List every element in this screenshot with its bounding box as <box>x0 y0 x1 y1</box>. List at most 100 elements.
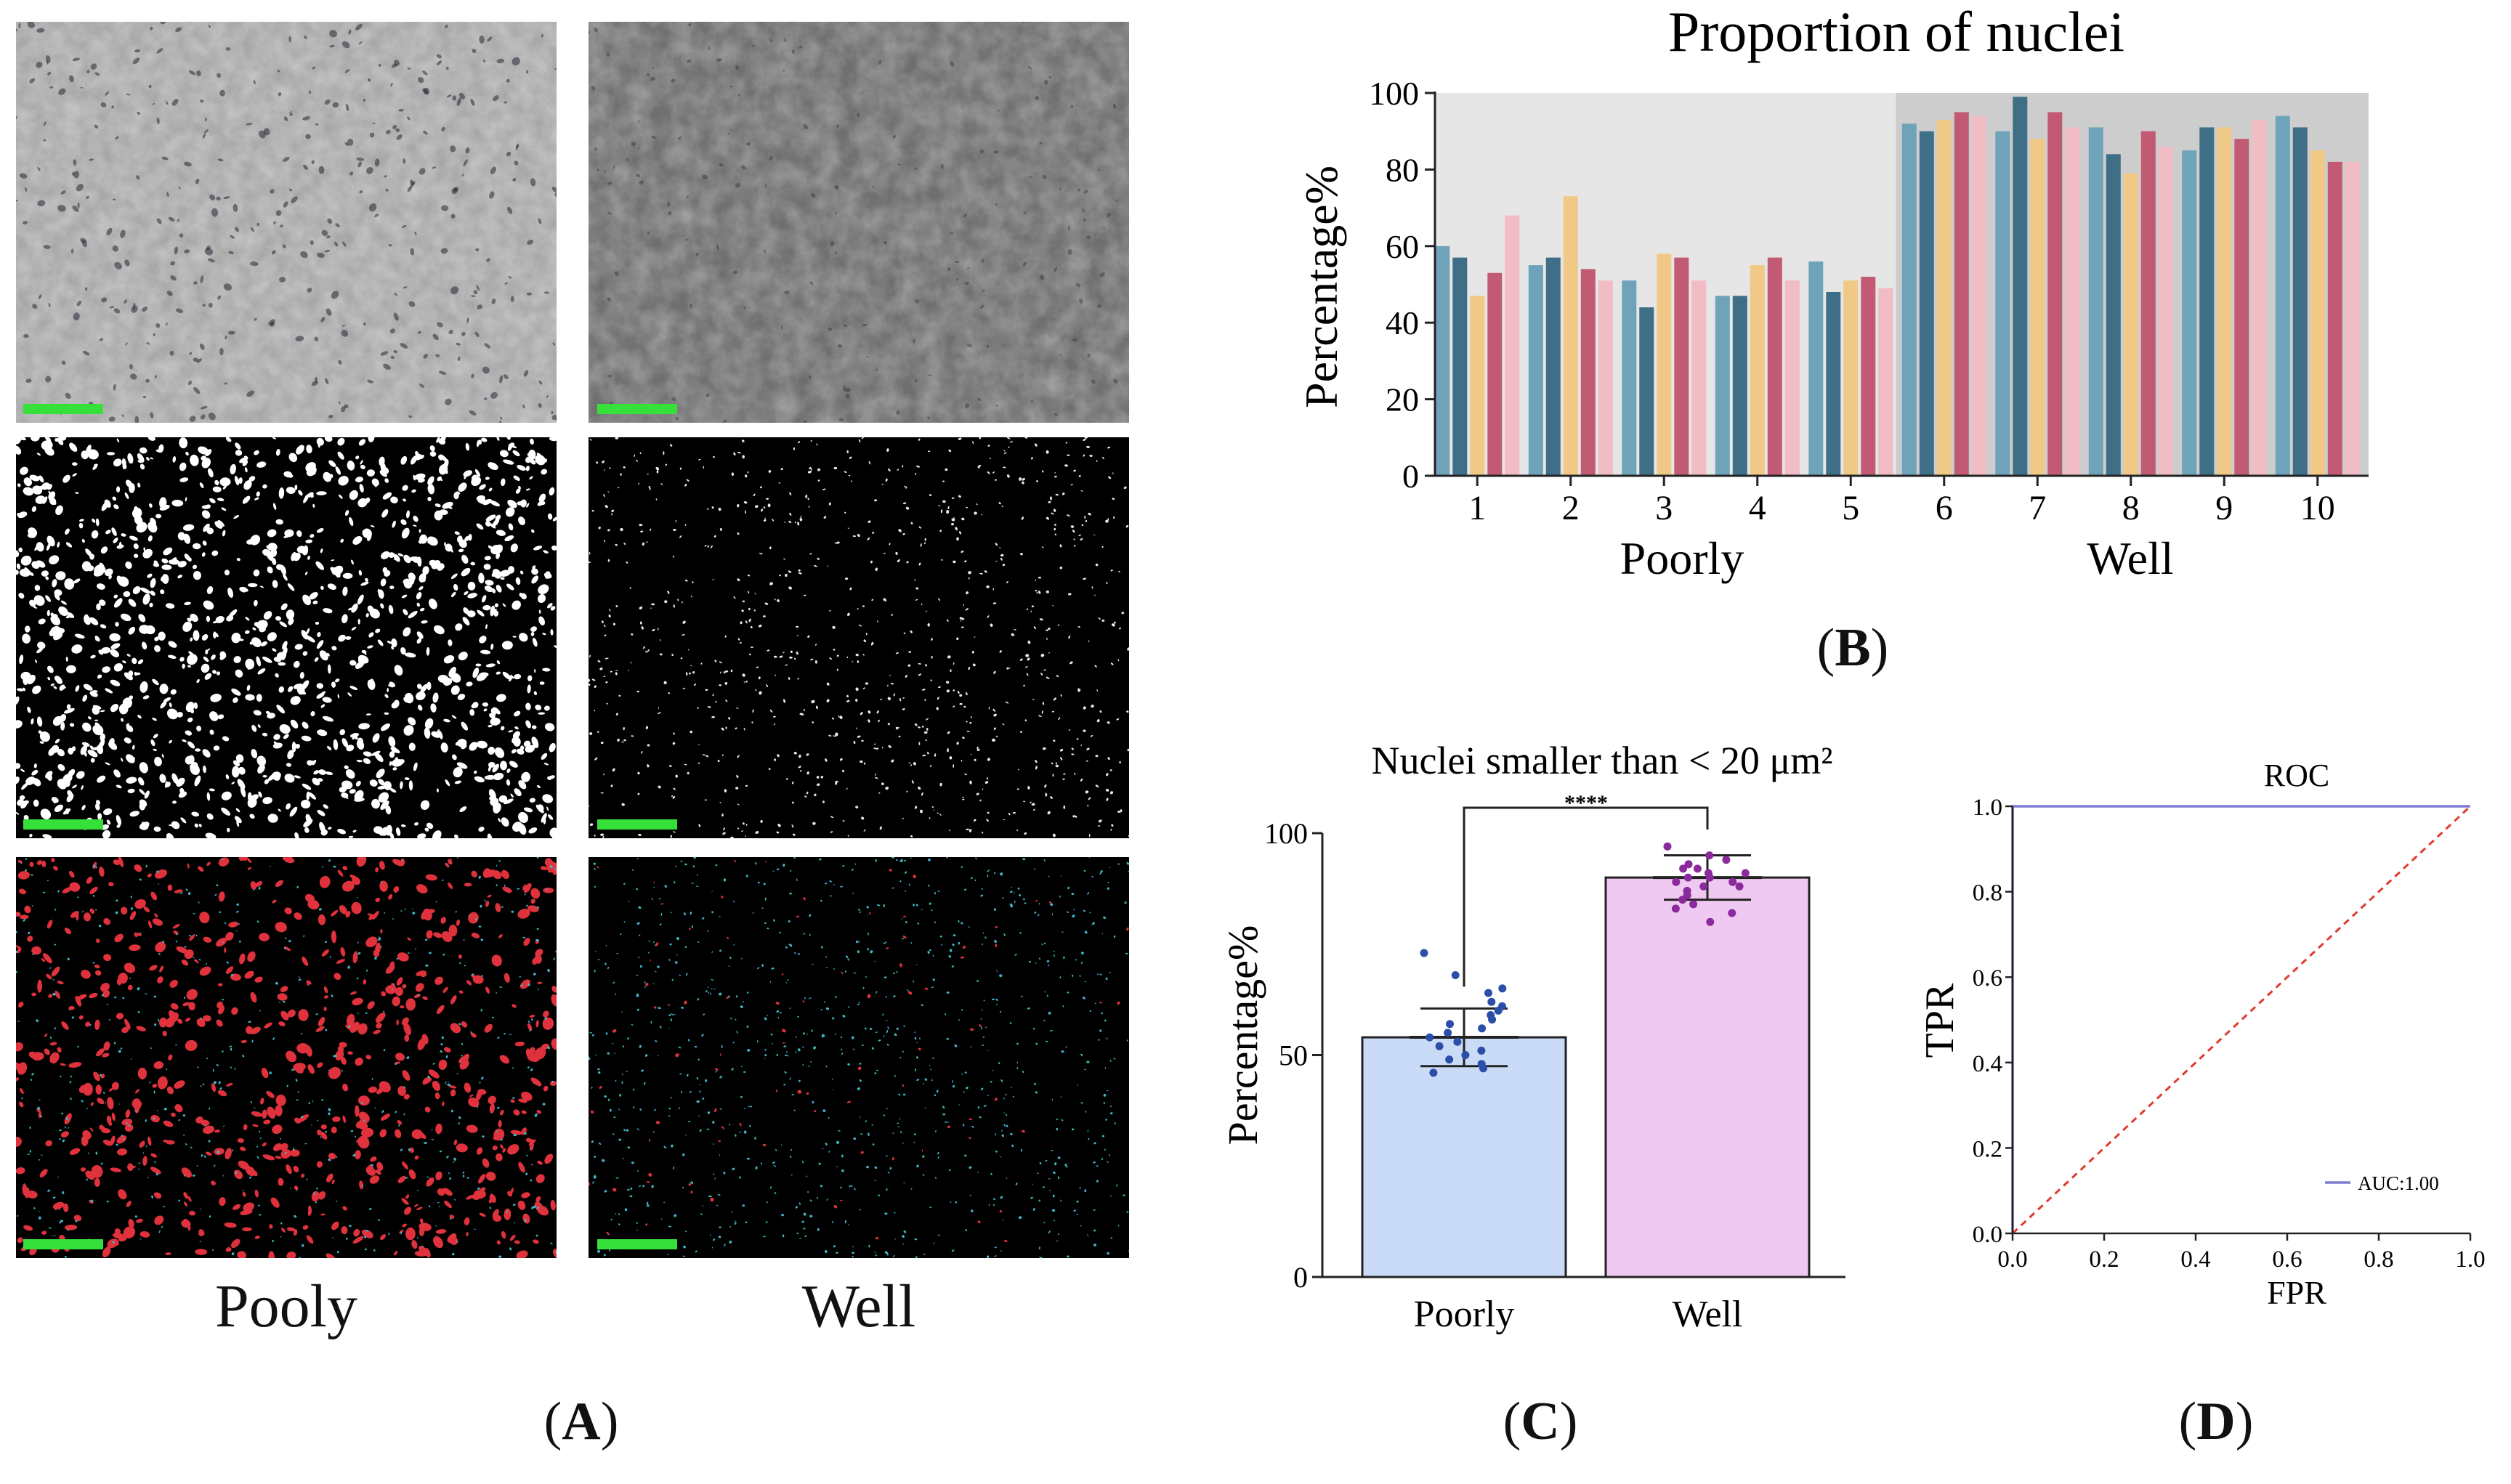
nucleus-blob <box>478 827 485 832</box>
nucleus-blob <box>82 350 90 356</box>
nucleus-blob <box>19 795 25 800</box>
nucleus-blob <box>541 33 543 38</box>
nucleus-blob <box>1044 784 1047 788</box>
nucleus-blob <box>113 1042 116 1045</box>
nucleus-blob <box>42 834 52 838</box>
nucleus-blob <box>194 775 201 787</box>
nucleus-blob <box>636 888 638 891</box>
nucleus-blob <box>347 461 355 471</box>
nucleus-blob <box>158 1230 161 1233</box>
nucleus-blob <box>527 983 530 986</box>
nucleus-blob <box>293 552 301 561</box>
nucleus-blob <box>502 671 512 680</box>
nucleus-blob <box>499 569 511 577</box>
nucleus-blob <box>496 1240 501 1245</box>
nucleus-blob <box>958 941 961 945</box>
nucleus-blob <box>16 763 21 769</box>
nucleus-blob <box>905 675 907 678</box>
nucleus-blob <box>512 1066 514 1069</box>
nucleus-blob <box>52 579 57 588</box>
nucleus-blob <box>364 1248 367 1251</box>
nucleus-blob <box>901 938 905 939</box>
nucleus-blob <box>714 1177 716 1180</box>
nucleus-blob <box>384 912 385 914</box>
nucleus-blob <box>49 555 60 564</box>
nucleus-blob <box>195 934 198 937</box>
nucleus-blob <box>532 638 538 647</box>
nucleus-blob <box>262 732 268 737</box>
nucleus-blob <box>50 615 60 625</box>
nucleus-blob <box>320 1213 326 1216</box>
nucleus-blob <box>878 1194 881 1196</box>
nucleus-blob <box>1060 694 1062 697</box>
bar <box>1732 296 1747 476</box>
nucleus-blob <box>118 1050 121 1053</box>
nucleus-blob <box>1052 833 1056 838</box>
nucleus-blob <box>833 185 840 189</box>
nucleus-blob <box>620 933 622 936</box>
nucleus-blob <box>470 1031 472 1034</box>
nucleus-blob <box>589 1058 591 1061</box>
nucleus-blob <box>403 1094 410 1100</box>
nucleus-blob <box>137 1011 140 1013</box>
nucleus-blob <box>202 1083 205 1085</box>
nucleus-blob <box>812 963 814 965</box>
nucleus-blob <box>1077 1084 1079 1086</box>
nucleus-blob <box>989 458 992 459</box>
nucleus-blob <box>758 676 761 680</box>
nucleus-blob <box>123 591 131 598</box>
nucleus-blob <box>431 1129 433 1131</box>
nucleus-blob <box>499 1055 510 1064</box>
nucleus-blob <box>957 690 960 694</box>
nucleus-blob <box>913 904 915 907</box>
bar <box>2234 139 2249 476</box>
nucleus-blob <box>797 1048 801 1052</box>
nucleus-blob <box>17 513 23 518</box>
nucleus-blob <box>90 1102 94 1106</box>
nucleus-blob <box>1043 1222 1046 1224</box>
nucleus-blob <box>208 413 216 421</box>
nucleus-blob <box>951 1249 955 1252</box>
nucleus-blob <box>471 933 480 938</box>
nucleus-blob <box>742 439 745 442</box>
nucleus-blob <box>312 759 317 766</box>
nucleus-blob <box>1026 608 1029 610</box>
nucleus-blob <box>526 70 529 74</box>
nucleus-blob <box>94 569 104 577</box>
nucleus-blob <box>16 437 26 441</box>
nucleus-blob <box>279 723 291 734</box>
nucleus-blob <box>324 99 331 105</box>
nucleus-blob <box>783 1045 787 1047</box>
nucleus-blob <box>1060 1199 1062 1202</box>
nucleus-blob <box>755 1166 758 1169</box>
nucleus-blob <box>399 1229 404 1234</box>
nucleus-blob <box>698 762 700 764</box>
nucleus-blob <box>870 560 873 564</box>
nucleus-blob <box>769 546 772 550</box>
nucleus-blob <box>931 638 933 641</box>
nucleus-blob <box>113 308 121 314</box>
nucleus-blob <box>209 1215 211 1218</box>
nucleus-blob <box>889 675 891 676</box>
nucleus-blob <box>940 559 944 561</box>
nucleus-blob <box>217 158 224 162</box>
nucleus-blob <box>374 753 384 763</box>
nucleus-blob <box>206 792 211 801</box>
nucleus-blob <box>352 830 357 833</box>
nucleus-blob <box>462 617 470 626</box>
nucleus-blob <box>946 619 949 622</box>
nucleus-blob <box>826 1199 828 1201</box>
nucleus-blob <box>45 1140 53 1147</box>
nucleus-blob <box>58 606 68 617</box>
nucleus-blob <box>603 676 606 677</box>
bar <box>2140 131 2156 476</box>
panel-label-a: (A) <box>543 1392 619 1451</box>
nucleus-blob <box>282 641 288 650</box>
nucleus-blob <box>646 1204 650 1207</box>
nucleus-blob <box>331 291 339 299</box>
nucleus-blob <box>759 691 762 695</box>
nucleus-blob <box>307 1064 315 1074</box>
nucleus-blob <box>23 487 34 496</box>
nucleus-blob <box>817 479 820 482</box>
nucleus-blob <box>1046 629 1049 631</box>
